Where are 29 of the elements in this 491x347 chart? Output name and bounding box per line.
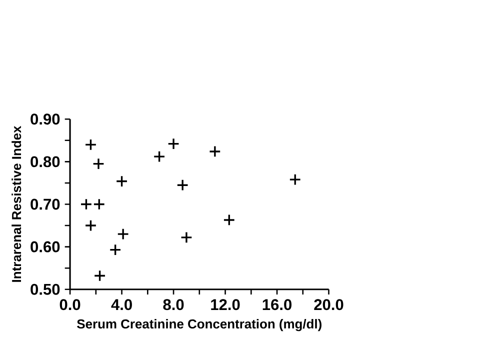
x-tick-label: 4.0 (111, 299, 132, 310)
point (180, 232, 192, 244)
x-axis-title: Serum Creatinine Concentration (mg/dl) (77, 319, 322, 332)
x-tick-label: 0.0 (60, 299, 80, 310)
y-tick-label: 0.90 (30, 114, 60, 125)
point (80, 198, 92, 211)
point (208, 146, 221, 158)
point (84, 138, 97, 151)
point (93, 198, 106, 211)
x-tick-label: 16.0 (262, 299, 292, 310)
y-tick-label: 0.70 (30, 199, 60, 210)
y-tick-label: 0.60 (30, 242, 60, 253)
x-tick-label: 12.0 (211, 299, 240, 310)
x-tick-label: 8.0 (163, 299, 184, 310)
point (176, 179, 189, 192)
point (84, 220, 97, 232)
y-tick-label: 0.50 (30, 284, 60, 296)
point (289, 174, 302, 186)
point (109, 244, 122, 256)
point (168, 138, 180, 150)
y-tick-label: 0.80 (30, 156, 60, 168)
point (153, 150, 166, 163)
x-tick-label: 20.0 (314, 299, 344, 310)
y-axis-title: Intrarenal Resistive Index (12, 126, 22, 282)
point (116, 175, 128, 188)
point (94, 270, 106, 282)
point (117, 228, 130, 240)
point (223, 214, 236, 226)
point (92, 158, 105, 170)
